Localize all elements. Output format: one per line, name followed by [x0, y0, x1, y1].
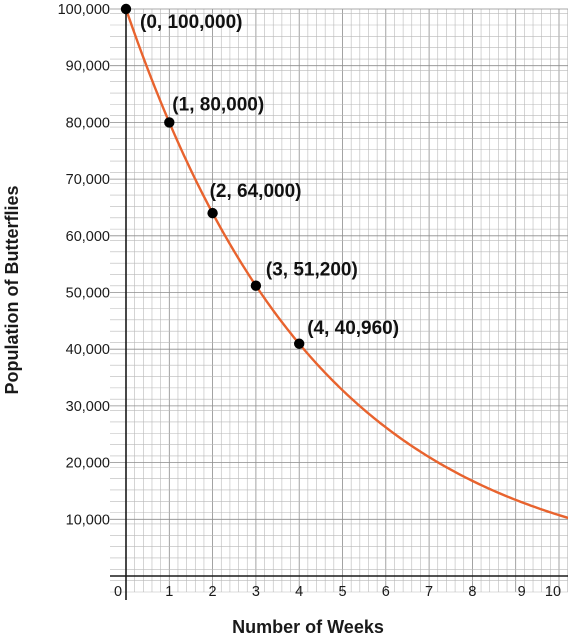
y-tick-label: 50,000: [66, 286, 110, 302]
population-curve: [124, 8, 568, 520]
y-tick-label: 40,000: [66, 342, 110, 358]
y-tick-label: 80,000: [66, 115, 110, 131]
y-tick-labels: 10,000 20,000 30,000 40,000 50,000 60,000 70,0…: [58, 2, 110, 528]
y-tick-label: 10,000: [66, 512, 110, 528]
data-point-label: (3, 51,200): [266, 260, 358, 281]
data-point-label: (4, 40,960): [307, 318, 399, 339]
data-point-label: (0, 100,000): [140, 12, 242, 33]
y-tick-label: 70,000: [66, 172, 110, 188]
y-tick-label: 60,000: [66, 229, 110, 245]
y-tick-label: 90,000: [66, 59, 110, 75]
y-tick-label: 30,000: [66, 399, 110, 415]
data-point: [294, 338, 305, 349]
data-labels: (0, 100,000) (1, 80,000) (2, 64,000) (3, 51…: [140, 12, 399, 339]
x-tick-label: 10: [545, 584, 561, 600]
x-tick-label: 5: [338, 584, 346, 600]
x-tick-label: 9: [518, 584, 526, 600]
axes: [110, 7, 568, 600]
data-point-label: (1, 80,000): [172, 94, 264, 115]
x-tick-label: 8: [468, 584, 476, 600]
y-axis-title: Population of Butterflies: [2, 186, 22, 395]
data-points: [120, 3, 305, 349]
data-point: [164, 117, 175, 128]
x-tick-labels: 0 1 2 3 4 5 6 7 8 9 10: [114, 584, 561, 600]
y-tick-label: 20,000: [66, 456, 110, 472]
decay-curve-layer: [124, 8, 568, 520]
x-tick-label: 0: [114, 584, 122, 600]
grid: [110, 8, 568, 593]
x-tick-label: 3: [252, 584, 260, 600]
x-tick-label: 4: [295, 584, 303, 600]
x-tick-label: 7: [425, 584, 433, 600]
x-tick-label: 6: [382, 584, 390, 600]
y-tick-label: 100,000: [58, 2, 110, 18]
data-point-label: (2, 64,000): [210, 181, 302, 202]
x-tick-label: 1: [165, 584, 173, 600]
data-point: [120, 3, 132, 15]
data-point: [250, 280, 262, 291]
x-axis-title: Number of Weeks: [232, 617, 384, 637]
data-point: [207, 207, 218, 219]
x-tick-label: 2: [209, 584, 217, 600]
